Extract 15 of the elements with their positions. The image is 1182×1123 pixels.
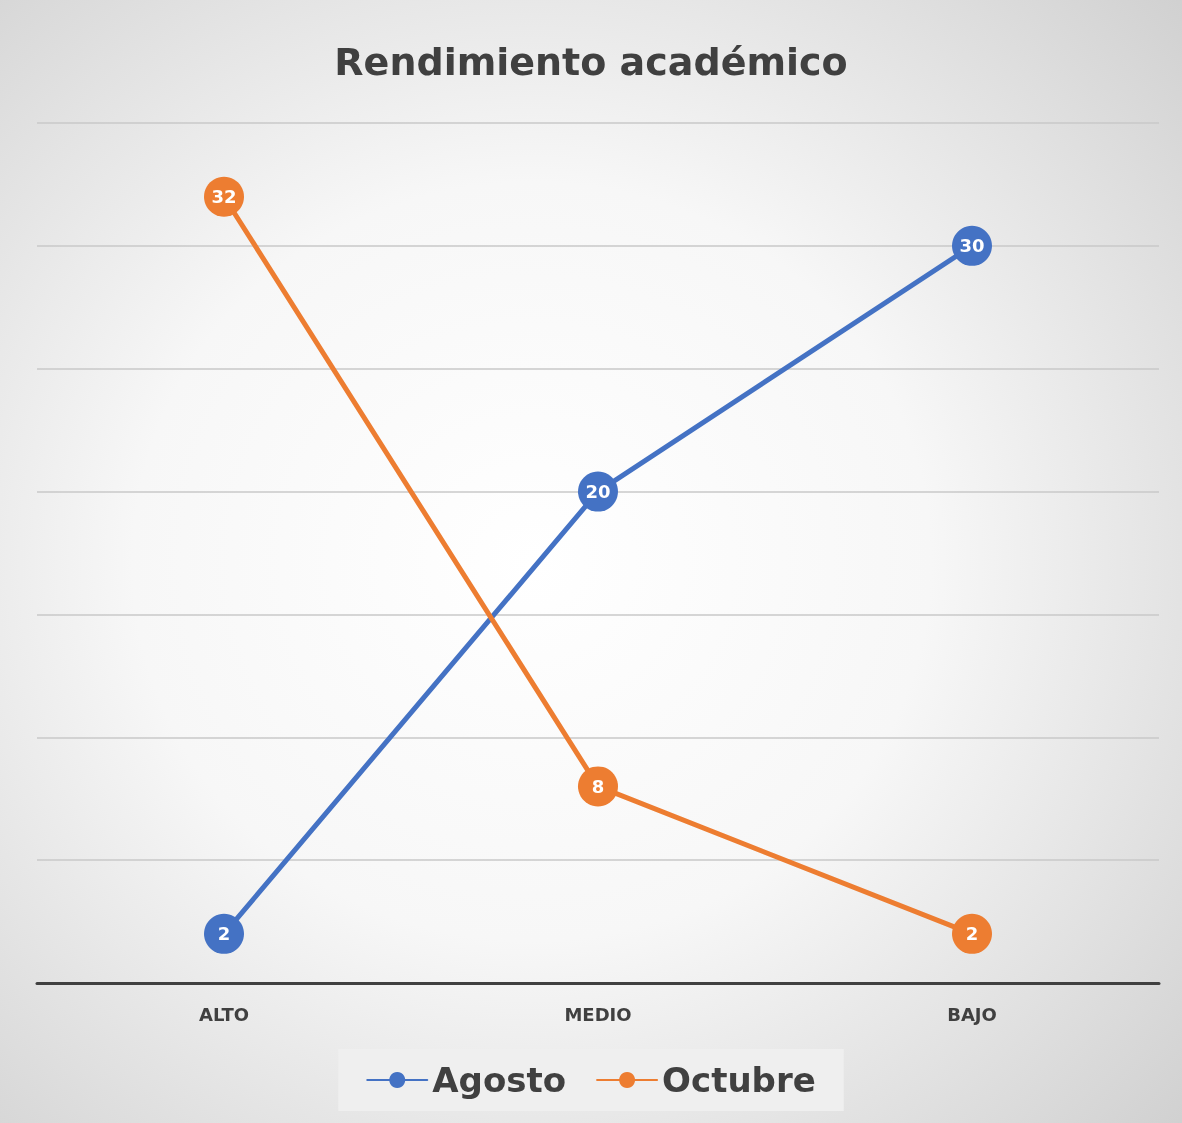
point <box>578 766 618 807</box>
data-label: 2 <box>965 923 979 945</box>
data-label: 32 <box>211 186 237 208</box>
chart-title: Rendimiento académico <box>334 40 848 84</box>
x-tick-label: ALTO <box>198 1003 250 1025</box>
data-label: 2 <box>217 923 231 945</box>
data-label: 8 <box>591 775 605 797</box>
x-tick-label: BAJO <box>947 1003 997 1025</box>
data-label: 20 <box>585 481 611 503</box>
legend-label: Agosto <box>432 1060 567 1100</box>
point <box>204 913 244 954</box>
x-tick-label: MEDIO <box>564 1003 632 1025</box>
data-label: 30 <box>959 235 985 257</box>
legend-label: Octubre <box>662 1060 816 1100</box>
point <box>952 913 992 954</box>
